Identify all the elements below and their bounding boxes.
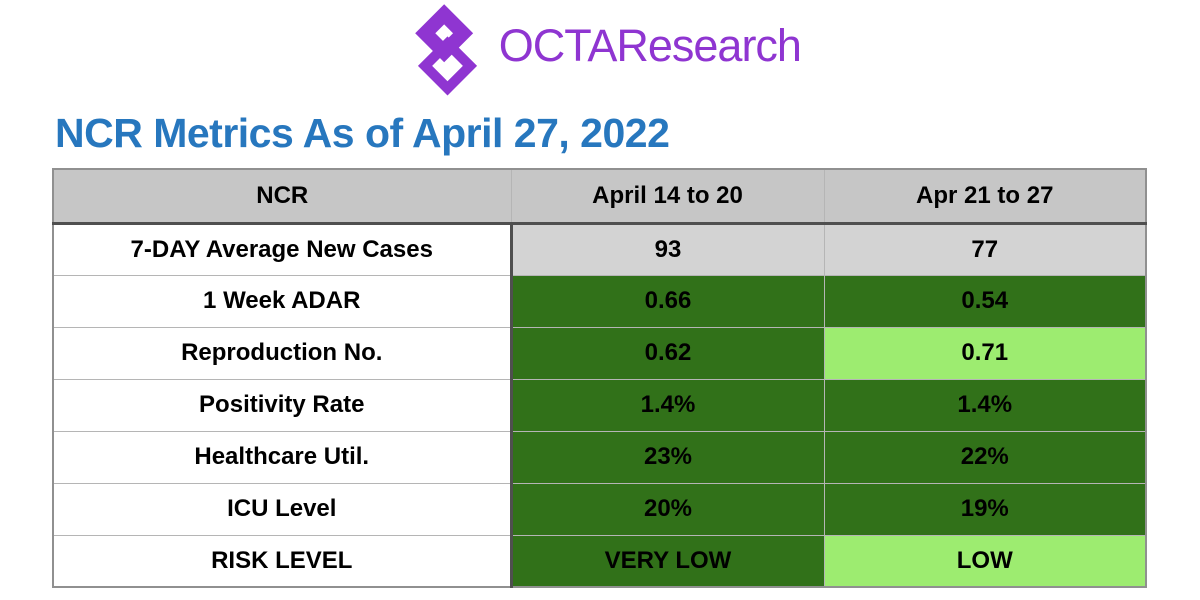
row-label: ICU Level [52, 482, 513, 536]
brand-header: OCTAResearch [0, 0, 1200, 98]
table-body: 7-DAY Average New Cases 93 77 1 Week ADAR 0.… [52, 222, 1147, 588]
interlocked-diamonds-icon [399, 4, 493, 96]
table-row: Healthcare Util. 23% 22% [52, 430, 1147, 484]
page-title: NCR Metrics As of April 27, 2022 [55, 110, 670, 156]
metric-value-cell: 0.66 [510, 274, 825, 328]
metric-value-cell: 0.54 [823, 274, 1147, 328]
brand-name: OCTAResearch [498, 20, 802, 71]
table-row: 1 Week ADAR 0.66 0.54 [52, 274, 1147, 328]
column-header: Apr 21 to 27 [823, 168, 1147, 225]
metric-value-cell: 77 [823, 222, 1147, 276]
metric-value-cell: 23% [510, 430, 825, 484]
metric-value-cell: 20% [510, 482, 825, 536]
row-label: Positivity Rate [52, 378, 513, 432]
table-row: RISK LEVEL VERY LOW LOW [52, 534, 1147, 588]
row-label: 7-DAY Average New Cases [52, 222, 513, 276]
metrics-table: NCR April 14 to 20 Apr 21 to 27 7-DAY Aver… [52, 168, 1147, 588]
row-label: Healthcare Util. [52, 430, 513, 484]
row-label: 1 Week ADAR [52, 274, 513, 328]
metric-value-cell: VERY LOW [510, 534, 825, 588]
metric-value-cell: 93 [510, 222, 825, 276]
row-label: Reproduction No. [52, 326, 513, 380]
header-row: NCR April 14 to 20 Apr 21 to 27 [52, 168, 1147, 225]
table-row: 7-DAY Average New Cases 93 77 [52, 222, 1147, 276]
metric-value-cell: 1.4% [823, 378, 1147, 432]
row-label: RISK LEVEL [52, 534, 513, 588]
metric-value-cell: 1.4% [510, 378, 825, 432]
metric-value-cell: 22% [823, 430, 1147, 484]
table-row: ICU Level 20% 19% [52, 482, 1147, 536]
metric-value-cell: 0.62 [510, 326, 825, 380]
table-row: Positivity Rate 1.4% 1.4% [52, 378, 1147, 432]
column-header: April 14 to 20 [510, 168, 825, 225]
metric-value-cell: LOW [823, 534, 1147, 588]
metric-value-cell: 0.71 [823, 326, 1147, 380]
column-header: NCR [52, 168, 512, 225]
metric-value-cell: 19% [823, 482, 1147, 536]
table-row: Reproduction No. 0.62 0.71 [52, 326, 1147, 380]
